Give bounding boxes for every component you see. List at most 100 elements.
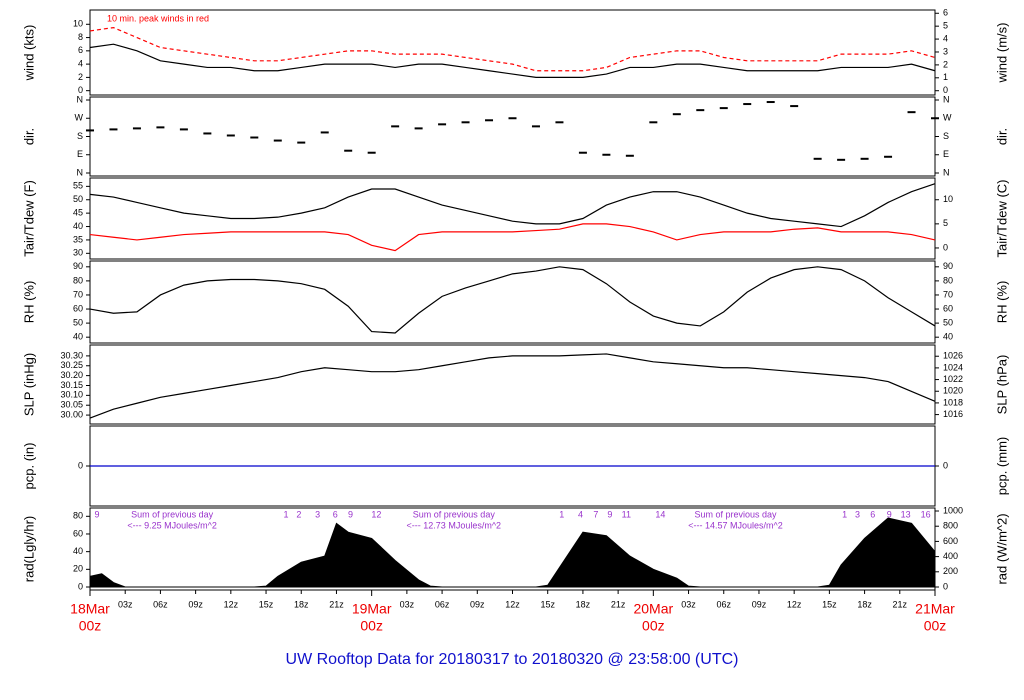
x-tick-label: 09z bbox=[188, 599, 203, 609]
y-tick-label: 30.05 bbox=[60, 400, 83, 410]
y2-tick-label: 90 bbox=[943, 261, 953, 271]
y2-tick-label: 0 bbox=[943, 242, 948, 252]
x-tick-label: 12z bbox=[505, 599, 520, 609]
y2-tick-label: N bbox=[943, 167, 950, 177]
y2-tick-label: 4 bbox=[943, 33, 948, 43]
daily-sum-text: <--- 12.73 MJoules/m^2 bbox=[407, 520, 502, 530]
y-tick-label: 30.25 bbox=[60, 360, 83, 370]
x-tick-label: 15z bbox=[259, 599, 274, 609]
y2-tick-label: 10 bbox=[943, 194, 953, 204]
x-date-label: 19Mar bbox=[352, 601, 392, 617]
y-tick-label: W bbox=[75, 113, 84, 123]
y2-axis-label: dir. bbox=[994, 128, 1009, 145]
y2-tick-label: 40 bbox=[943, 332, 953, 342]
series-area bbox=[89, 517, 936, 588]
sun-mark: 6 bbox=[870, 509, 875, 519]
y-tick-label: 45 bbox=[73, 208, 83, 218]
series-line bbox=[89, 43, 936, 78]
sun-mark: 16 bbox=[921, 509, 931, 519]
x-tick-label: 09z bbox=[752, 599, 767, 609]
x-date-hour: 00z bbox=[360, 618, 383, 634]
y-tick-label: N bbox=[77, 94, 84, 104]
y-tick-label: 80 bbox=[73, 275, 83, 285]
sun-mark: 4 bbox=[578, 509, 583, 519]
daily-sum-heading: Sum of previous day bbox=[413, 509, 496, 519]
x-tick-label: 03z bbox=[118, 599, 133, 609]
series-line bbox=[89, 353, 936, 419]
x-date-hour: 00z bbox=[642, 618, 665, 634]
x-tick-label: 15z bbox=[540, 599, 555, 609]
y-tick-label: 30 bbox=[73, 248, 83, 258]
y2-tick-label: 200 bbox=[943, 566, 958, 576]
y-tick-label: 40 bbox=[73, 332, 83, 342]
y2-tick-label: 0 bbox=[943, 460, 948, 470]
series-line bbox=[89, 223, 936, 252]
y2-tick-label: 2 bbox=[943, 59, 948, 69]
y2-tick-label: 1000 bbox=[943, 505, 963, 515]
sun-mark: 3 bbox=[855, 509, 860, 519]
x-tick-label: 18z bbox=[857, 599, 872, 609]
panel-frame bbox=[89, 96, 936, 177]
y-tick-label: 70 bbox=[73, 289, 83, 299]
y2-tick-label: 80 bbox=[943, 275, 953, 285]
y2-tick-label: 50 bbox=[943, 317, 953, 327]
y2-tick-label: 0 bbox=[943, 581, 948, 591]
y2-tick-label: 1020 bbox=[943, 386, 963, 396]
x-tick-label: 18z bbox=[576, 599, 591, 609]
y2-tick-label: 1026 bbox=[943, 351, 963, 361]
sun-mark: 9 bbox=[607, 509, 612, 519]
y-tick-label: 50 bbox=[73, 317, 83, 327]
sun-mark: 1 bbox=[842, 509, 847, 519]
sun-mark: 7 bbox=[593, 509, 598, 519]
x-tick-label: 21z bbox=[611, 599, 626, 609]
sun-mark: 1 bbox=[283, 509, 288, 519]
y-tick-label: 30.10 bbox=[60, 390, 83, 400]
y2-tick-label: S bbox=[943, 131, 949, 141]
y-tick-label: 35 bbox=[73, 234, 83, 244]
x-date-label: 20Mar bbox=[633, 601, 673, 617]
daily-sum-heading: Sum of previous day bbox=[694, 509, 777, 519]
y2-tick-label: 1022 bbox=[943, 374, 963, 384]
y-tick-label: 90 bbox=[73, 261, 83, 271]
y2-tick-label: 0 bbox=[943, 85, 948, 95]
sun-mark: 6 bbox=[333, 509, 338, 519]
y-tick-label: S bbox=[77, 131, 83, 141]
y-tick-label: N bbox=[77, 167, 84, 177]
y2-tick-label: 70 bbox=[943, 289, 953, 299]
x-tick-label: 12z bbox=[224, 599, 239, 609]
y-axis-label: Tair/Tdew (F) bbox=[21, 180, 36, 257]
y-tick-label: 80 bbox=[73, 511, 83, 521]
y2-tick-label: W bbox=[943, 113, 952, 123]
x-date-label: 21Mar bbox=[915, 601, 955, 617]
y-tick-label: 40 bbox=[73, 221, 83, 231]
x-tick-label: 06z bbox=[153, 599, 168, 609]
series-line bbox=[89, 266, 936, 334]
y-tick-label: 0 bbox=[78, 85, 83, 95]
y-axis-label: SLP (inHg) bbox=[21, 353, 36, 416]
series-line bbox=[89, 26, 936, 72]
sun-mark: 9 bbox=[348, 509, 353, 519]
y2-tick-label: 5 bbox=[943, 21, 948, 31]
y-tick-label: 40 bbox=[73, 546, 83, 556]
y2-axis-label: pcp. (mm) bbox=[994, 437, 1009, 496]
sun-mark: 3 bbox=[315, 509, 320, 519]
y-tick-label: E bbox=[77, 149, 83, 159]
chart-title: UW Rooftop Data for 20180317 to 20180320… bbox=[286, 651, 739, 668]
x-tick-label: 09z bbox=[470, 599, 485, 609]
daily-sum-text: <--- 9.25 MJoules/m^2 bbox=[127, 520, 217, 530]
y2-axis-label: rad (W/m^2) bbox=[994, 513, 1009, 584]
y-tick-label: 6 bbox=[78, 45, 83, 55]
y2-tick-label: 3 bbox=[943, 46, 948, 56]
y2-tick-label: 5 bbox=[943, 218, 948, 228]
y-tick-label: 30.20 bbox=[60, 370, 83, 380]
x-tick-label: 03z bbox=[400, 599, 415, 609]
panel-frame bbox=[89, 344, 936, 425]
y-tick-label: 4 bbox=[78, 58, 83, 68]
y-axis-label: dir. bbox=[21, 128, 36, 145]
y-axis-label: RH (%) bbox=[21, 281, 36, 324]
y2-tick-label: 400 bbox=[943, 551, 958, 561]
y2-tick-label: 600 bbox=[943, 536, 958, 546]
x-date-label: 18Mar bbox=[70, 601, 110, 617]
y2-tick-label: 1018 bbox=[943, 397, 963, 407]
